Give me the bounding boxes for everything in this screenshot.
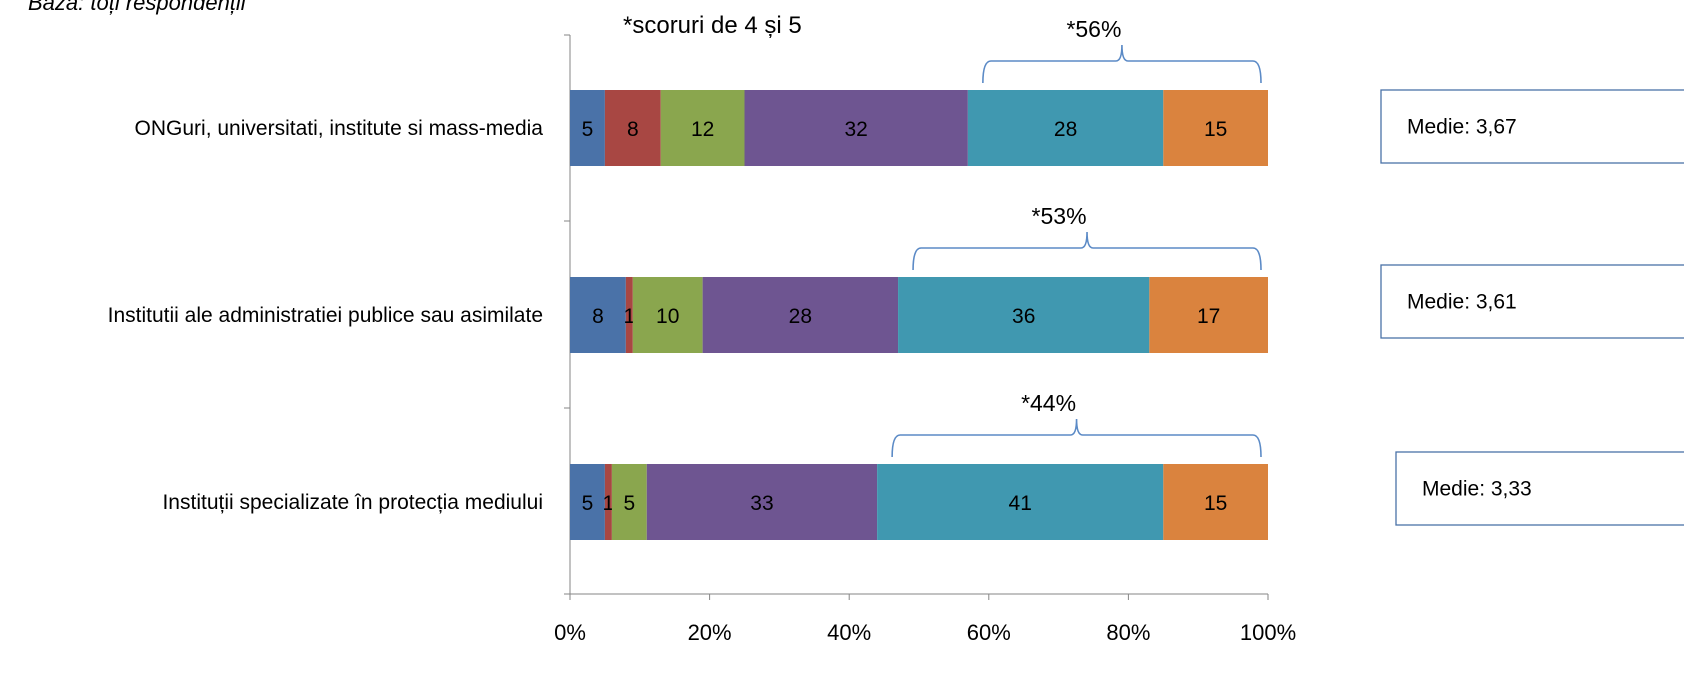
bars: 5 8 12 32 28 158 1 10 28 36 175 1 5 33 41 15 xyxy=(570,90,1268,540)
bar-segment xyxy=(967,90,1164,166)
bar-segment xyxy=(744,90,968,166)
x-tick-label: 60% xyxy=(967,620,1011,645)
data-label: 41 xyxy=(1009,492,1032,515)
x-tick-label: 80% xyxy=(1106,620,1150,645)
x-tick-labels: 0% 20% 40% 60% 80% 100% xyxy=(554,620,1296,645)
highlight-label: *56% xyxy=(1066,16,1121,42)
scores-note: *scoruri de 4 și 5 xyxy=(623,12,802,39)
brace xyxy=(891,418,1262,458)
bar-segment xyxy=(1163,90,1268,166)
bar-segment xyxy=(1163,464,1268,540)
brace xyxy=(912,231,1262,271)
mean-label: Medie: 3,67 xyxy=(1407,116,1517,139)
brace xyxy=(982,44,1262,84)
data-label: 36 xyxy=(1012,305,1035,328)
bar-segment xyxy=(570,464,605,540)
bar-segment xyxy=(570,277,626,353)
bar-segment xyxy=(611,464,647,540)
data-label: 15 xyxy=(1204,492,1227,515)
bar-segment xyxy=(898,277,1150,353)
category-labels: ONGuri, universitati, institute si mass-… xyxy=(108,117,544,514)
data-label: 28 xyxy=(789,305,812,328)
mean-boxes: Medie: 3,67 Medie: 3,61 Medie: 3,33 xyxy=(1380,89,1684,526)
category-label: ONGuri, universitati, institute si mass-… xyxy=(135,117,544,140)
data-label: 5 xyxy=(582,492,594,515)
data-label: 17 xyxy=(1197,305,1220,328)
mean-box xyxy=(1380,89,1684,164)
bar-segment xyxy=(646,464,878,540)
category-label: Instituții specializate în protecția med… xyxy=(162,491,543,514)
bar-segment xyxy=(604,90,661,166)
bar-segment xyxy=(625,277,633,353)
highlight-label: *44% xyxy=(1021,390,1076,416)
highlight-label: *53% xyxy=(1032,203,1087,229)
bar-segment xyxy=(604,464,612,540)
mean-box xyxy=(1380,264,1684,339)
x-tick-label: 40% xyxy=(827,620,871,645)
bar-segment xyxy=(570,90,605,166)
bar-segment xyxy=(1149,277,1268,353)
data-label: 12 xyxy=(691,118,714,141)
mean-box xyxy=(1395,451,1684,526)
braces: *56% *53% *44% xyxy=(891,16,1262,458)
bar-segment xyxy=(702,277,899,353)
data-label: 15 xyxy=(1204,118,1227,141)
data-label: 10 xyxy=(656,305,679,328)
mean-label: Medie: 3,33 xyxy=(1422,478,1532,501)
bar-segment xyxy=(877,464,1164,540)
base-note: Baza: toți respondenții xyxy=(28,0,247,15)
data-label: 8 xyxy=(592,305,604,328)
x-tick-label: 20% xyxy=(688,620,732,645)
data-label: 32 xyxy=(845,118,868,141)
data-label: 1 xyxy=(603,492,615,515)
data-label: 5 xyxy=(623,492,635,515)
bar-segment xyxy=(660,90,745,166)
mean-label: Medie: 3,61 xyxy=(1407,291,1517,314)
category-label: Institutii ale administratiei publice sa… xyxy=(108,304,543,327)
data-label: 8 xyxy=(627,118,639,141)
bar-segment xyxy=(632,277,703,353)
data-label: 1 xyxy=(623,305,635,328)
data-label: 5 xyxy=(582,118,594,141)
data-label: 28 xyxy=(1054,118,1077,141)
x-tick-label: 100% xyxy=(1240,620,1296,645)
x-tick-label: 0% xyxy=(554,620,586,645)
data-label: 33 xyxy=(750,492,773,515)
